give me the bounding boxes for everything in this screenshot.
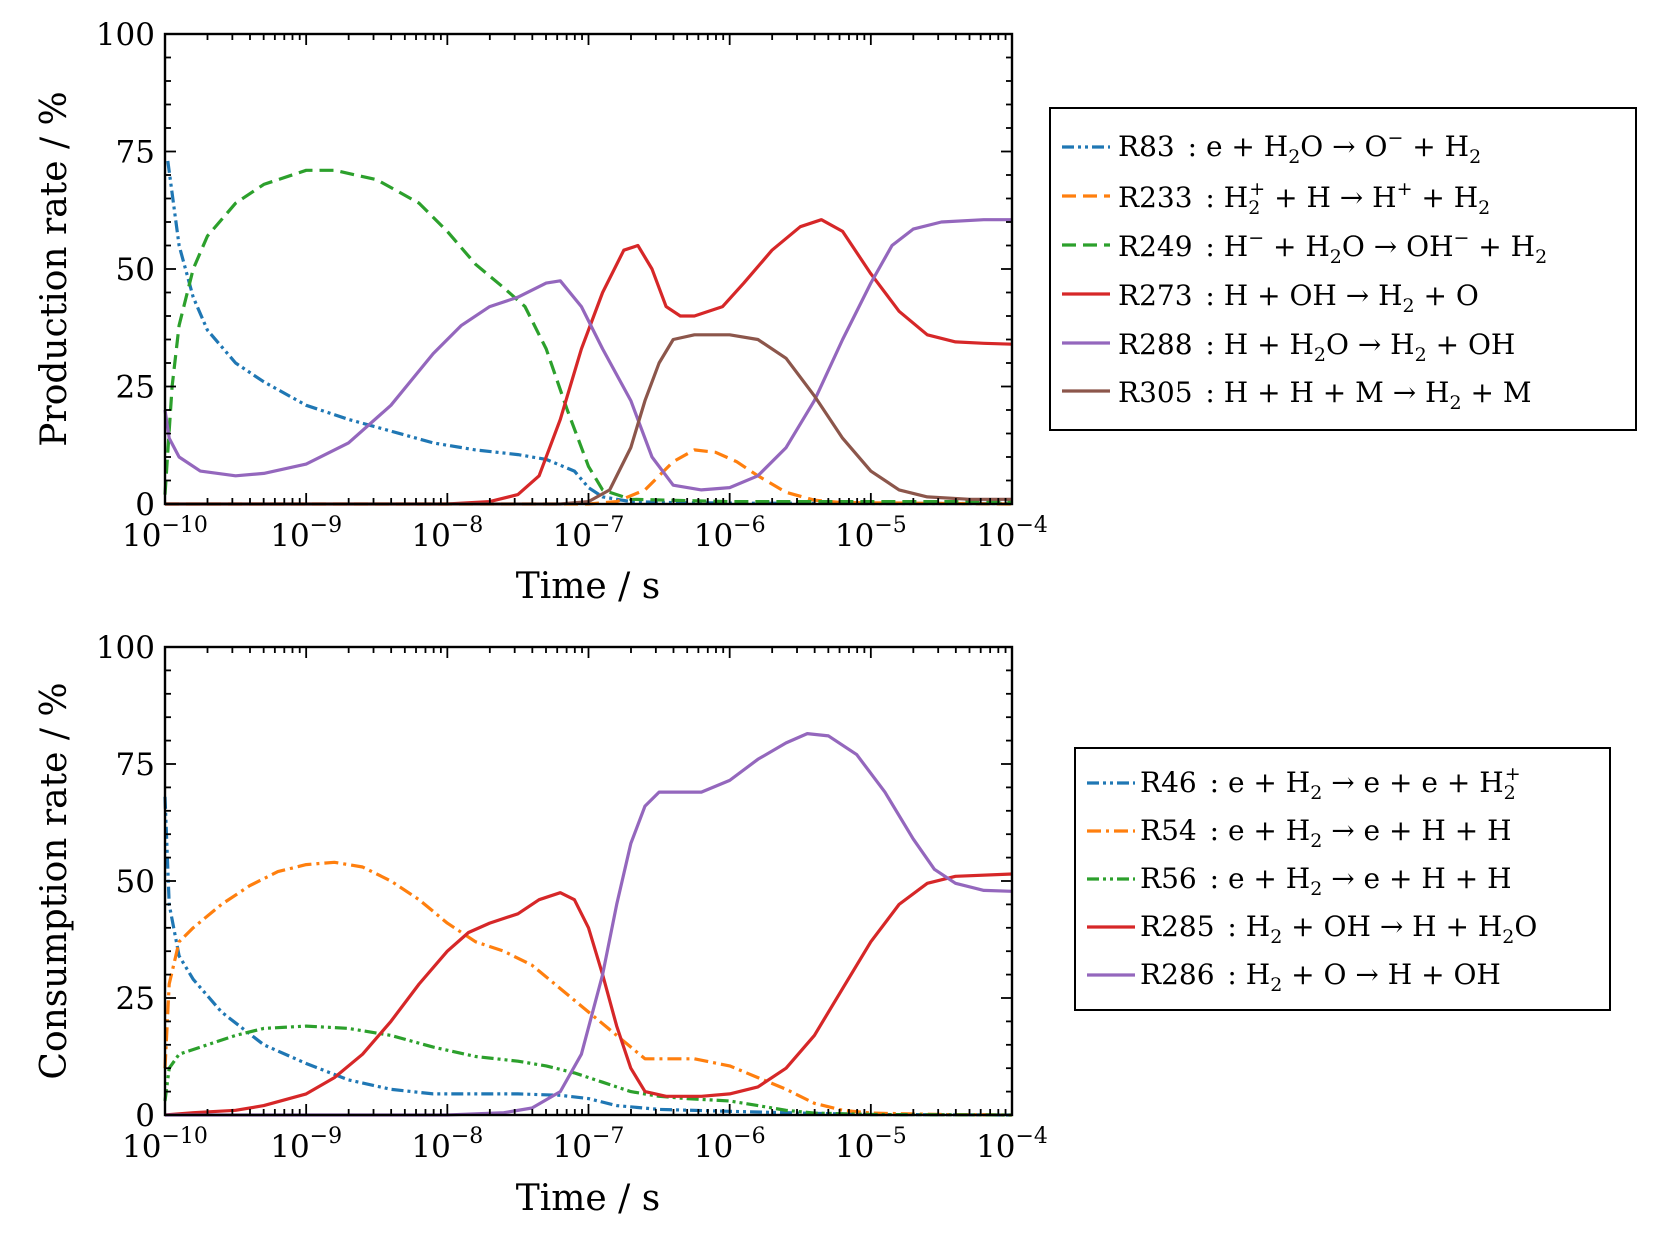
consumption-plot-frame	[163, 645, 1014, 1117]
consumption-axis-ticks	[164, 646, 1013, 1116]
series-line-r249	[163, 168, 1012, 504]
consumption-tick-labels: 10−10 10−9 10−8 10−7 10−6 10−5 10−4 0 25 50 75 100	[96, 630, 1048, 1165]
x-tick-label: 10−6	[694, 513, 766, 554]
consumption-y-axis-title: Consumption rate / %	[34, 682, 75, 1079]
series-line-r56	[163, 1024, 1013, 1117]
y-tick-label: 25	[116, 370, 155, 406]
legend-entry-r249: R249 : H− + H2O → OH− + H2	[1118, 227, 1547, 268]
production-tick-labels: 10−10 10−9 10−8 10−7 10−6 10−5 10−4 0 25 50 75 100	[96, 17, 1048, 554]
consumption-x-axis-title: Time / s	[516, 1178, 660, 1219]
x-tick-label: 10−10	[122, 513, 208, 554]
x-tick-label: 10−9	[270, 513, 342, 554]
consumption-legend: R46 : e + H2 → e + e + H2+ R54 : e + H2 …	[1074, 747, 1611, 1011]
x-tick-label: 10−4	[976, 1124, 1048, 1165]
series-line-r83	[166, 160, 1012, 506]
legend-id-r83: R83	[1118, 130, 1175, 163]
production-legend-box	[1049, 107, 1637, 431]
legend-id-r54: R54	[1140, 814, 1197, 847]
production-axis-ticks	[164, 33, 1013, 505]
x-tick-label: 10−5	[835, 1124, 907, 1165]
x-tick-label: 10−5	[835, 513, 907, 554]
series-line-r285	[164, 872, 1013, 1117]
x-tick-label: 10−8	[411, 1124, 483, 1165]
legend-entry-r233: R233 : H2+ + H → H+ + H2	[1118, 178, 1490, 219]
y-tick-label: 100	[96, 17, 155, 53]
series-line-r54	[163, 860, 1013, 1117]
consumption-legend-swatches	[1087, 781, 1135, 977]
legend-id-r288: R288	[1118, 328, 1193, 361]
y-tick-label: 75	[116, 135, 155, 171]
legend-entry-r285: R285 : H2 + OH → H + H2O	[1140, 910, 1537, 948]
production-legend: R83 : e + H2O → O− + H2 R233 : H2+ + H →…	[1049, 107, 1637, 431]
y-tick-label: 25	[116, 981, 155, 1017]
production-legend-swatches	[1062, 145, 1110, 393]
consumption-legend-box	[1074, 747, 1611, 1011]
x-tick-label: 10−7	[553, 1124, 625, 1165]
x-tick-label: 10−10	[122, 1124, 208, 1165]
legend-entry-r288: R288 : H + H2O → H2 + OH	[1118, 328, 1515, 366]
y-tick-label: 100	[96, 630, 155, 666]
legend-entry-r46: R46 : e + H2 → e + e + H2+	[1140, 763, 1521, 804]
series-line-r273	[165, 218, 1013, 506]
legend-entry-r273: R273 : H + OH → H2 + O	[1118, 279, 1479, 317]
legend-id-r305: R305	[1118, 376, 1193, 409]
legend-id-r233: R233	[1118, 181, 1193, 214]
y-tick-label: 50	[116, 864, 155, 900]
production-rate-chart: 10−10 10−9 10−8 10−7 10−6 10−5 10−40255075100 …	[34, 17, 1637, 607]
production-plot-frame	[163, 32, 1014, 506]
y-tick-label: 50	[116, 252, 155, 288]
y-tick-label: 0	[135, 1098, 155, 1134]
y-tick-label: 75	[116, 747, 155, 783]
x-tick-label: 10−9	[270, 1124, 342, 1165]
consumption-series-group	[163, 732, 1013, 1117]
legend-id-r46: R46	[1140, 766, 1197, 799]
legend-entry-r83: R83 : e + H2O → O− + H2	[1118, 127, 1481, 168]
x-tick-label: 10−4	[976, 513, 1048, 554]
legend-id-r56: R56	[1140, 862, 1197, 895]
legend-id-r286: R286	[1140, 958, 1215, 991]
x-tick-label: 10−8	[411, 513, 483, 554]
production-series-group	[163, 160, 1013, 506]
series-line-r288	[163, 218, 1012, 492]
y-tick-label: 0	[135, 487, 155, 523]
consumption-rate-chart: 10−10 10−9 10−8 10−7 10−6 10−5 10−40255075100 …	[34, 630, 1611, 1219]
legend-entry-r305: R305 : H + H + M → H2 + M	[1118, 376, 1532, 414]
legend-entry-r54: R54 : e + H2 → e + H + H	[1140, 814, 1512, 852]
legend-entry-r56: R56 : e + H2 → e + H + H	[1140, 862, 1512, 900]
x-tick-label: 10−6	[694, 1124, 766, 1165]
production-y-axis-title: Production rate / %	[34, 91, 75, 446]
production-x-axis-title: Time / s	[516, 566, 660, 607]
series-line-r233	[165, 448, 1013, 506]
x-tick-label: 10−7	[553, 513, 625, 554]
series-line-r286	[165, 732, 1013, 1117]
legend-id-r273: R273	[1118, 279, 1193, 312]
series-line-r46	[163, 796, 1013, 1117]
series-line-r305	[165, 333, 1012, 506]
legend-id-r249: R249	[1118, 230, 1193, 263]
legend-entry-r286: R286 : H2 + O → H + OH	[1140, 958, 1501, 996]
legend-id-r285: R285	[1140, 910, 1215, 943]
